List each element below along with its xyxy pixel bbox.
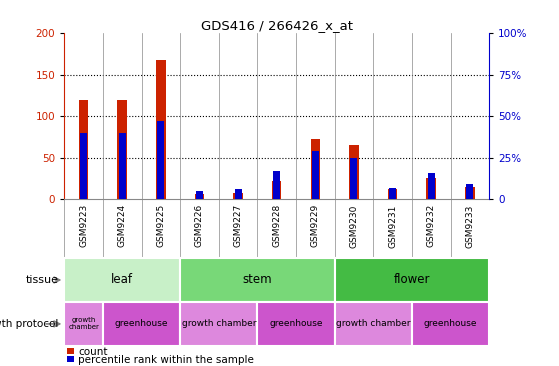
Bar [103,302,180,346]
Text: GSM9233: GSM9233 [465,204,475,247]
Text: GSM9224: GSM9224 [118,204,127,247]
Text: flower: flower [394,273,430,287]
Title: GDS416 / 266426_x_at: GDS416 / 266426_x_at [201,19,353,32]
Bar [117,100,127,199]
Bar [79,100,88,199]
Text: stem: stem [243,273,272,287]
Text: GSM9228: GSM9228 [272,204,281,247]
Bar [350,158,357,199]
Text: GSM9231: GSM9231 [388,204,397,247]
Bar [311,139,320,199]
Text: leaf: leaf [111,273,133,287]
Bar [235,190,241,199]
Bar [428,173,435,199]
Text: greenhouse: greenhouse [269,320,323,328]
Bar [335,302,412,346]
Bar [465,187,475,199]
Text: GSM9227: GSM9227 [234,204,243,247]
Bar [156,60,165,199]
Bar [233,193,243,199]
Bar [180,302,257,346]
Text: growth protocol: growth protocol [0,319,59,329]
Text: count: count [78,347,108,357]
Bar [335,258,489,302]
Text: GSM9229: GSM9229 [311,204,320,247]
Text: GSM9226: GSM9226 [195,204,204,247]
Text: GSM9232: GSM9232 [427,204,435,247]
Bar [180,258,335,302]
Text: greenhouse: greenhouse [115,320,168,328]
Text: GSM9230: GSM9230 [349,204,358,247]
Bar [64,258,180,302]
Bar [466,184,473,199]
Bar [257,302,335,346]
Bar [80,133,87,199]
Bar [64,302,103,346]
Text: percentile rank within the sample: percentile rank within the sample [78,355,254,365]
Bar [272,181,282,199]
Bar [158,121,164,199]
Bar [349,145,359,199]
Text: tissue: tissue [26,275,59,285]
Bar [195,194,204,199]
Text: growth chamber: growth chamber [182,320,256,328]
Bar [389,188,396,199]
Text: GSM9223: GSM9223 [79,204,88,247]
Bar [196,191,203,199]
Bar [427,178,436,199]
Bar [312,151,319,199]
Bar [388,188,397,199]
Text: GSM9225: GSM9225 [157,204,165,247]
Text: greenhouse: greenhouse [424,320,477,328]
Bar [273,171,280,199]
Text: growth chamber: growth chamber [336,320,410,328]
Bar [119,133,126,199]
Text: growth
chamber: growth chamber [68,317,99,330]
Bar [412,302,489,346]
